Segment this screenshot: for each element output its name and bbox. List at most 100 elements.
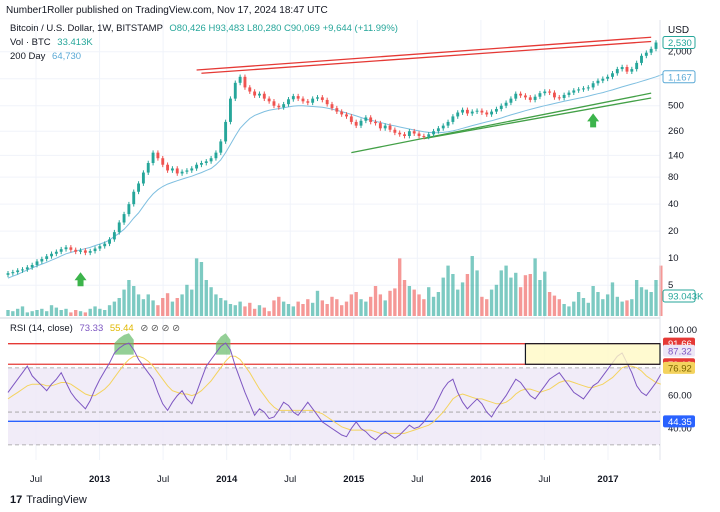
candle bbox=[243, 76, 247, 88]
volume-bar bbox=[509, 277, 513, 316]
candle bbox=[596, 80, 600, 84]
candle bbox=[499, 105, 503, 109]
candle bbox=[475, 110, 479, 112]
ohlc-close: C90,069 bbox=[284, 23, 320, 34]
candle bbox=[170, 168, 174, 171]
volume-bar bbox=[204, 280, 208, 316]
resistance-trendline bbox=[201, 40, 652, 74]
candle bbox=[199, 163, 203, 165]
volume-bar bbox=[209, 287, 213, 316]
volume-legend: Vol · BTC 33.413K bbox=[10, 37, 93, 48]
volume-bar bbox=[98, 308, 102, 316]
volume-bar bbox=[489, 289, 494, 316]
candle bbox=[528, 97, 532, 100]
volume-bar bbox=[591, 286, 595, 316]
candle bbox=[345, 114, 348, 117]
candle bbox=[369, 117, 373, 122]
candle bbox=[611, 73, 614, 77]
candle bbox=[287, 99, 290, 105]
volume-bar bbox=[567, 306, 571, 316]
candle bbox=[538, 93, 542, 97]
time-tick-label: 2016 bbox=[470, 474, 491, 485]
candle bbox=[185, 170, 189, 172]
up-arrows bbox=[74, 113, 600, 287]
candle bbox=[383, 125, 387, 129]
candle bbox=[359, 120, 363, 126]
volume-bar bbox=[494, 284, 499, 316]
volume-bar bbox=[15, 308, 20, 316]
candle bbox=[519, 93, 523, 96]
candle bbox=[25, 267, 29, 270]
candle bbox=[378, 123, 382, 129]
candle bbox=[88, 251, 92, 253]
price-badge-bg bbox=[662, 36, 696, 50]
volume-bar bbox=[127, 280, 131, 316]
up-arrow-icon bbox=[587, 113, 600, 128]
candle bbox=[620, 67, 624, 70]
volume-bar bbox=[262, 307, 266, 316]
candle bbox=[335, 108, 339, 112]
volume-bar bbox=[103, 310, 107, 316]
candle bbox=[156, 152, 160, 159]
volume-bar bbox=[427, 287, 431, 316]
volume-bar bbox=[349, 294, 354, 316]
volume-bar bbox=[281, 301, 286, 316]
volume-bar bbox=[557, 299, 561, 316]
volume-bar bbox=[533, 258, 537, 316]
volume-bar bbox=[605, 294, 610, 316]
candle bbox=[640, 55, 643, 63]
symbol-title: Bitcoin / U.S. Dollar, 1W, BITSTAMP bbox=[10, 23, 163, 34]
volume-bar bbox=[25, 312, 30, 316]
candle bbox=[441, 125, 445, 129]
volume-badge: 93.043K bbox=[662, 289, 704, 303]
candle bbox=[577, 89, 581, 91]
candle bbox=[301, 98, 305, 102]
volume-bar bbox=[248, 302, 252, 316]
candle bbox=[461, 109, 465, 113]
volume-bar bbox=[504, 265, 508, 316]
ohlc-low: L80,280 bbox=[247, 23, 282, 34]
candle bbox=[93, 248, 97, 252]
resistance-trendline bbox=[196, 36, 652, 71]
candle bbox=[548, 91, 552, 93]
candle bbox=[615, 69, 619, 74]
ma-badge-bg bbox=[662, 70, 696, 84]
candle bbox=[422, 135, 426, 137]
rsi-legend-icons: ⊘ ⊘ ⊘ ⊘ bbox=[140, 323, 181, 334]
volume-bar bbox=[373, 286, 378, 316]
ma-legend: 200 Day 64,730 bbox=[10, 51, 81, 62]
candle bbox=[586, 87, 590, 89]
time-tick-label: Jul bbox=[538, 474, 550, 485]
volume-bar bbox=[228, 304, 233, 316]
candle bbox=[625, 67, 629, 72]
volume-bar bbox=[654, 280, 658, 316]
candle bbox=[364, 117, 368, 121]
rsi-tick-label: 40.00 bbox=[668, 423, 692, 434]
volume-bar bbox=[320, 300, 325, 316]
candle bbox=[485, 112, 489, 115]
volume-bar bbox=[243, 306, 247, 316]
candle bbox=[161, 158, 165, 165]
candle bbox=[45, 256, 49, 259]
volume-bar bbox=[219, 298, 223, 316]
volume-bar bbox=[465, 274, 470, 316]
candle bbox=[311, 98, 315, 103]
trendlines bbox=[196, 36, 652, 154]
rsi-ma-line bbox=[7, 355, 661, 434]
volume-bar bbox=[20, 306, 25, 316]
volume-bar bbox=[596, 292, 600, 316]
volume-bar bbox=[528, 274, 532, 316]
volume-bar bbox=[132, 286, 136, 316]
volume-bar bbox=[470, 256, 474, 316]
candle bbox=[562, 94, 566, 98]
rsi-level-badge-text: 44.35 bbox=[668, 417, 692, 428]
volume-bar bbox=[291, 306, 295, 316]
volume-bar bbox=[639, 287, 644, 316]
price-axis-unit: USD bbox=[668, 25, 690, 36]
volume-bar bbox=[393, 288, 397, 316]
candle bbox=[224, 121, 228, 142]
ohlc-high: H93,483 bbox=[208, 23, 245, 34]
volume-bar bbox=[136, 294, 141, 316]
ma-badge-text: 1,167 bbox=[668, 72, 692, 83]
volume-bar bbox=[306, 299, 310, 316]
